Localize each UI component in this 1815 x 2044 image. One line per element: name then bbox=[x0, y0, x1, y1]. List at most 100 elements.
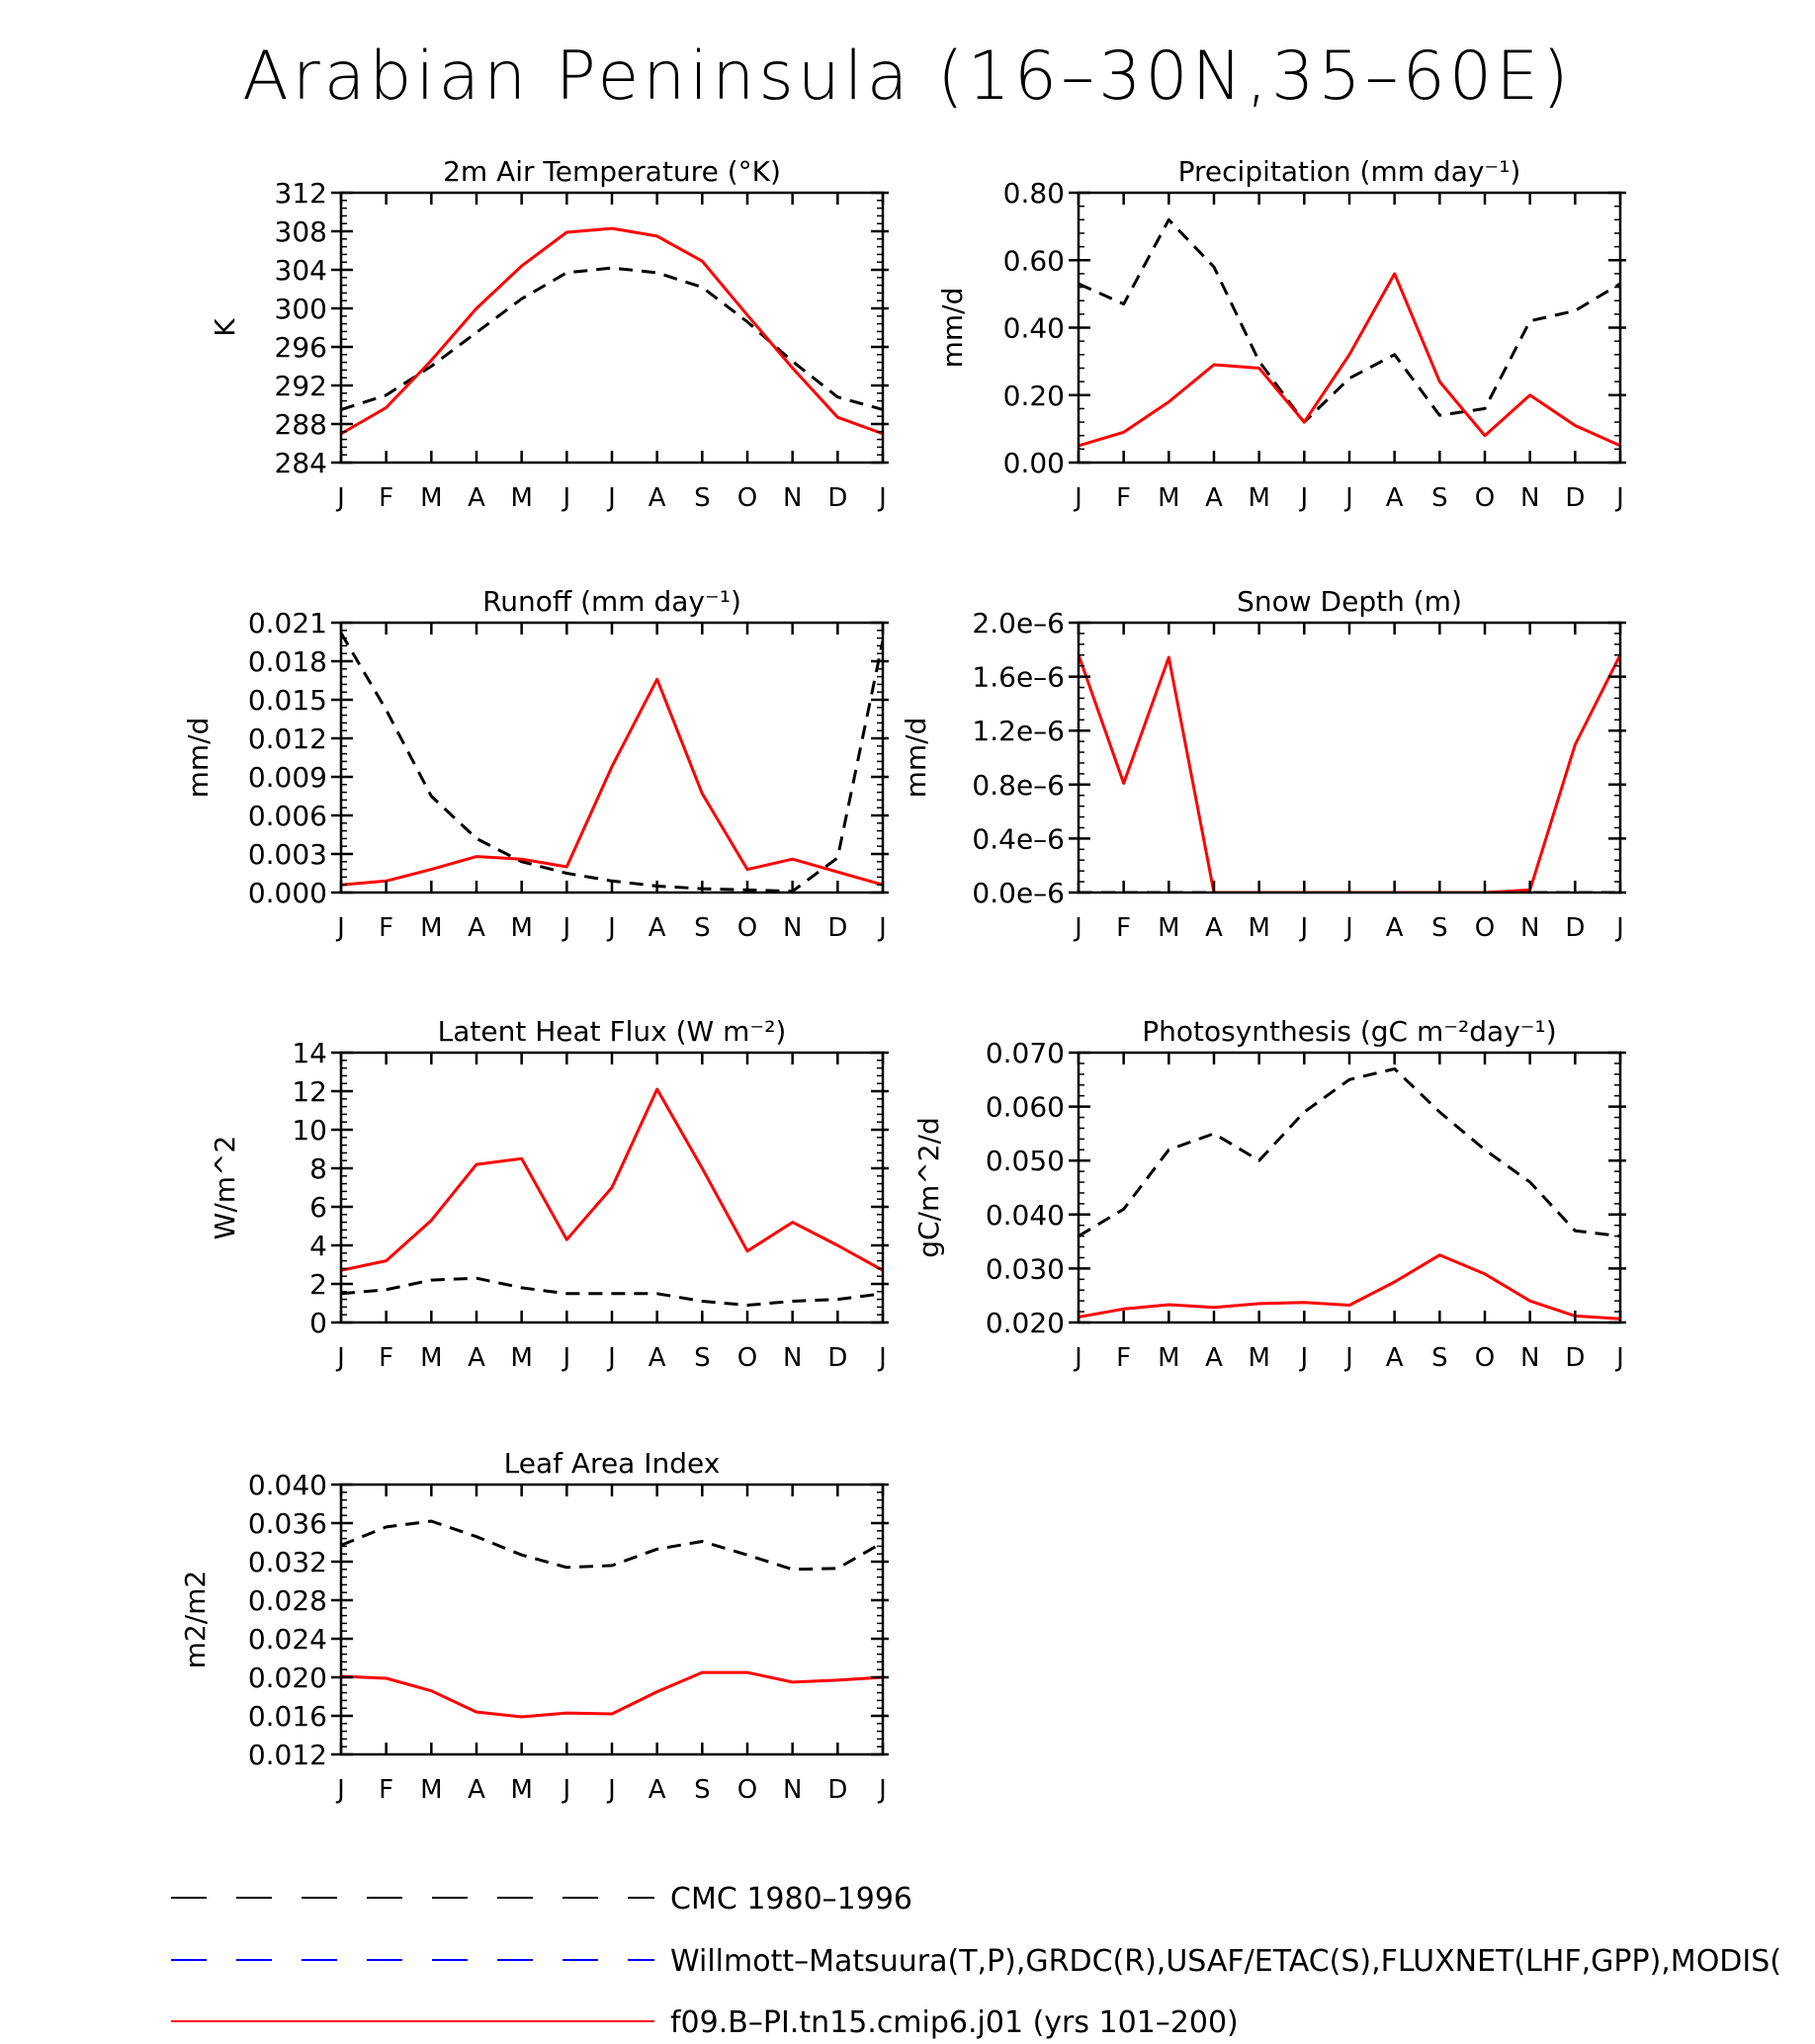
y-tick-label: 308 bbox=[275, 215, 327, 248]
x-tick-label: J bbox=[877, 483, 887, 513]
legend-item-3: f09.B–PI.tn15.cmip6.j01 (yrs 101–200) bbox=[171, 2005, 1239, 2040]
x-tick-label: M bbox=[420, 913, 442, 943]
x-tick-label: A bbox=[1205, 1343, 1223, 1373]
y-tick-label: 10 bbox=[292, 1114, 327, 1147]
x-tick-label: A bbox=[468, 913, 485, 943]
x-tick-label: O bbox=[737, 1775, 757, 1805]
x-tick-label: O bbox=[737, 913, 757, 943]
x-tick-label: J bbox=[877, 1343, 887, 1373]
x-tick-label: M bbox=[510, 1343, 532, 1373]
x-tick-label: S bbox=[694, 913, 711, 943]
y-tick-label: 0.003 bbox=[248, 838, 327, 871]
x-tick-label: D bbox=[827, 1775, 847, 1805]
x-tick-label: O bbox=[1475, 1343, 1495, 1373]
x-tick-label: A bbox=[468, 1775, 485, 1805]
reference-series-line bbox=[341, 632, 883, 893]
x-tick-label: A bbox=[1386, 1343, 1404, 1373]
y-tick-label: 0.070 bbox=[986, 1037, 1065, 1069]
x-tick-label: M bbox=[510, 483, 532, 513]
model-series-line bbox=[341, 1087, 883, 1272]
plot-frame bbox=[1077, 191, 1622, 465]
x-tick-label: O bbox=[737, 483, 757, 513]
x-tick-label: F bbox=[379, 1343, 393, 1373]
y-tick-label: 0.036 bbox=[248, 1507, 327, 1540]
chart-panel-3: J F M A M J J A S O N D J0.0210.0180.0150.0120.0090.… bbox=[182, 585, 889, 943]
x-tick-label: A bbox=[1205, 483, 1223, 513]
y-tick-label: 0.20 bbox=[1003, 380, 1065, 412]
x-tick-label: J bbox=[1614, 483, 1624, 513]
x-tick-label: J bbox=[1298, 1343, 1308, 1373]
y-tick-label: 292 bbox=[275, 370, 327, 402]
y-tick-label: 300 bbox=[275, 293, 327, 325]
x-tick-label: S bbox=[1431, 483, 1448, 513]
x-tick-label: A bbox=[1386, 913, 1404, 943]
x-tick-label: F bbox=[1116, 483, 1131, 513]
x-tick-label: J bbox=[335, 1343, 345, 1373]
x-tick-label: A bbox=[648, 1343, 666, 1373]
x-tick-label: J bbox=[1614, 913, 1624, 943]
y-tick-label: 1.6e–6 bbox=[972, 661, 1065, 694]
reference-series-line bbox=[1079, 217, 1620, 424]
y-tick-label: 0.8e–6 bbox=[972, 769, 1065, 802]
x-tick-label: J bbox=[335, 1775, 345, 1805]
plot-frame bbox=[1077, 1051, 1622, 1324]
plot-frame bbox=[339, 621, 885, 894]
y-tick-label: 4 bbox=[309, 1230, 327, 1262]
legend-label: f09.B–PI.tn15.cmip6.j01 (yrs 101–200) bbox=[670, 2005, 1239, 2040]
y-tick-label: 0.028 bbox=[248, 1584, 327, 1617]
y-tick-label: 0.012 bbox=[248, 723, 327, 755]
y-tick-label: 2.0e–6 bbox=[972, 607, 1065, 639]
x-tick-label: J bbox=[561, 913, 570, 943]
y-tick-label: 0.018 bbox=[248, 645, 327, 678]
y-tick-label: 0.009 bbox=[248, 761, 327, 794]
x-tick-label: J bbox=[561, 483, 570, 513]
x-tick-label: A bbox=[648, 1775, 666, 1805]
x-tick-label: O bbox=[1475, 913, 1495, 943]
x-tick-label: D bbox=[1565, 483, 1585, 513]
y-tick-label: 0.015 bbox=[248, 684, 327, 717]
x-tick-label: M bbox=[510, 913, 532, 943]
x-tick-label: F bbox=[1116, 913, 1131, 943]
x-tick-label: J bbox=[1614, 1343, 1624, 1373]
x-tick-label: S bbox=[1431, 913, 1448, 943]
x-tick-label: A bbox=[468, 483, 485, 513]
x-tick-label: M bbox=[1248, 1343, 1269, 1373]
x-tick-label: S bbox=[694, 483, 711, 513]
x-tick-label: J bbox=[561, 1343, 570, 1373]
y-tick-label: 12 bbox=[292, 1075, 327, 1108]
x-tick-label: A bbox=[648, 913, 666, 943]
x-tick-label: M bbox=[1158, 913, 1179, 943]
y-axis-label: gC/m^2/d bbox=[912, 1117, 945, 1258]
y-tick-label: 0.006 bbox=[248, 800, 327, 832]
x-tick-label: F bbox=[379, 483, 393, 513]
x-tick-label: D bbox=[827, 913, 847, 943]
x-tick-label: N bbox=[783, 913, 802, 943]
x-tick-label: S bbox=[694, 1343, 711, 1373]
y-tick-label: 0.4e–6 bbox=[972, 822, 1065, 855]
chart-title: Leaf Area Index bbox=[504, 1447, 721, 1480]
y-axis-label: mm/d bbox=[900, 718, 932, 799]
plot-frame bbox=[339, 191, 885, 465]
x-tick-label: D bbox=[1565, 1343, 1585, 1373]
x-tick-label: J bbox=[877, 1775, 887, 1805]
y-tick-label: 0.020 bbox=[248, 1661, 327, 1694]
model-series-line bbox=[1079, 272, 1620, 448]
y-tick-label: 0.020 bbox=[986, 1307, 1065, 1339]
chart-panel-2: J F M A M J J A S O N D J0.800.600.400.200.00Precipi… bbox=[936, 155, 1626, 513]
chart-title: Snow Depth (m) bbox=[1237, 585, 1462, 618]
y-tick-label: 296 bbox=[275, 331, 327, 364]
chart-panel-7: J F M A M J J A S O N D J0.0400.0360.0320.0280.0240.… bbox=[179, 1447, 889, 1805]
x-tick-label: J bbox=[606, 1343, 616, 1373]
legend-label: Willmott–Matsuura(T,P),GRDC(R),USAF/ETAC… bbox=[670, 1944, 1781, 1979]
legend: CMC 1980–1996 Willmott–Matsuura(T,P),GRDC… bbox=[171, 1882, 1781, 2040]
y-tick-label: 0.060 bbox=[986, 1091, 1065, 1124]
x-tick-label: F bbox=[1116, 1343, 1131, 1373]
x-tick-label: M bbox=[420, 483, 442, 513]
x-tick-label: J bbox=[606, 1775, 616, 1805]
x-tick-label: M bbox=[420, 1775, 442, 1805]
x-tick-label: J bbox=[877, 913, 887, 943]
y-tick-label: 0 bbox=[309, 1307, 327, 1339]
page-title: Arabian Peninsula (16–30N,35–60E) bbox=[242, 38, 1573, 116]
